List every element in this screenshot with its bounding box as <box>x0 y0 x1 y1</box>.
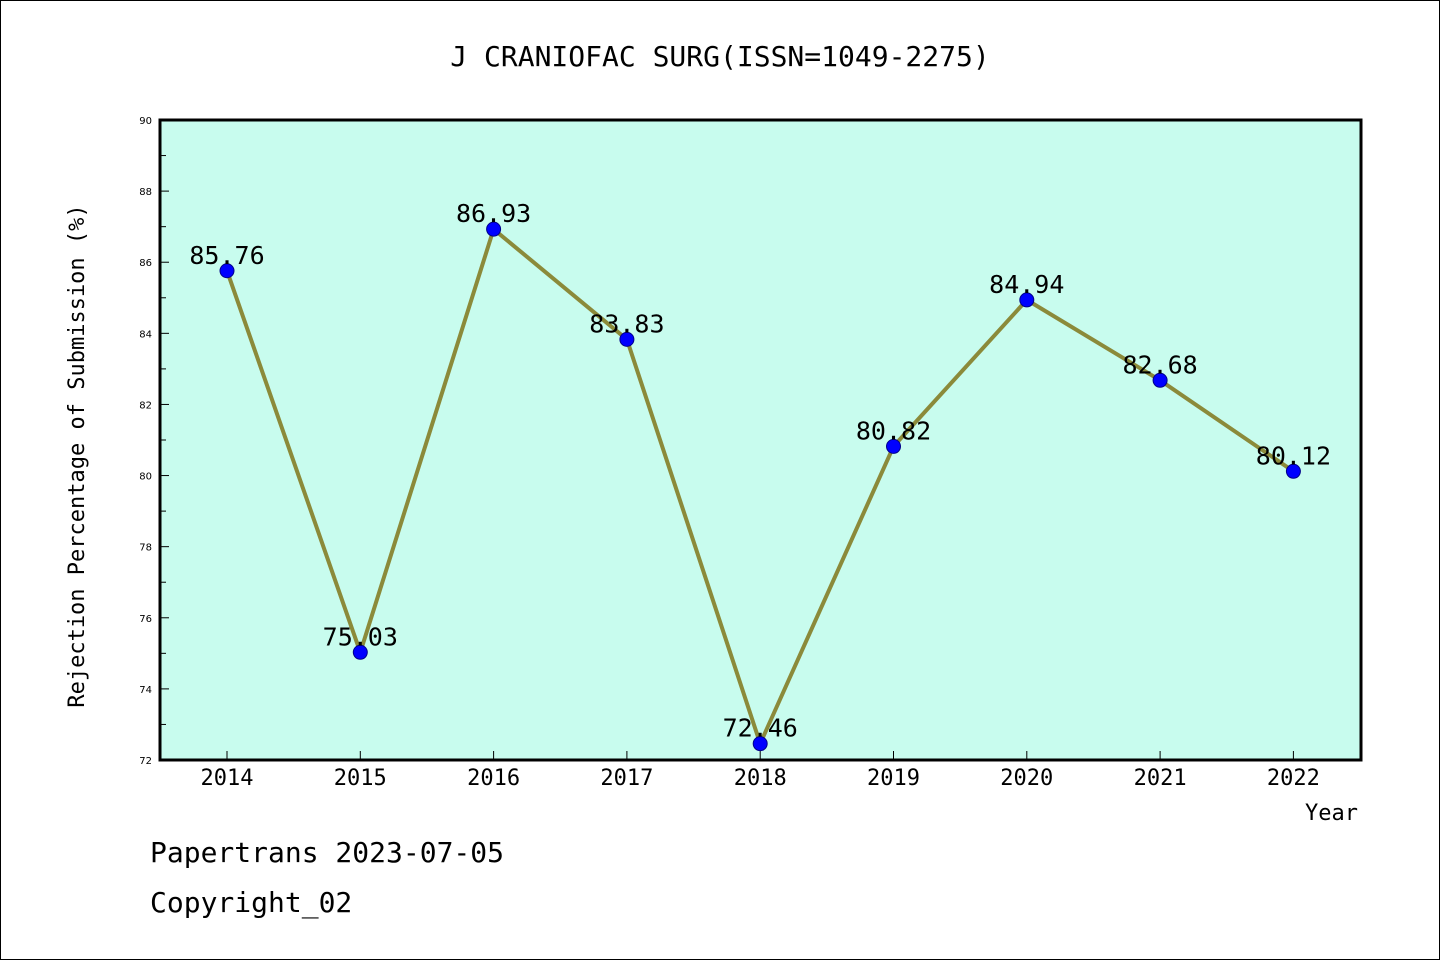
y-tick-label: 88 <box>139 187 152 198</box>
y-tick-label: 72 <box>139 756 152 767</box>
y-tick-label: 76 <box>139 614 152 625</box>
y-tick-label: 78 <box>139 543 152 554</box>
data-labels: 85.76 75.03 86.93 83.83 72.46 80.82 84.94 82.68… <box>189 199 1331 742</box>
y-tick-label: 74 <box>139 685 152 696</box>
data-point <box>752 736 768 752</box>
data-label: 80.82 <box>856 416 931 445</box>
data-label: 82.68 <box>1122 350 1197 379</box>
x-tick-label: 2015 <box>334 766 387 791</box>
data-label: 85.76 <box>189 241 264 270</box>
data-label: 80.12 <box>1256 441 1331 470</box>
x-tick-label: 2020 <box>1000 766 1053 791</box>
chart-title: J CRANIOFAC SURG(ISSN=1049-2275) <box>450 40 989 73</box>
x-tick-label: 2021 <box>1134 766 1187 791</box>
y-tick-label: 86 <box>139 258 152 269</box>
data-point <box>886 438 901 454</box>
x-tick-label: 2016 <box>467 766 520 791</box>
data-label: 83.83 <box>589 309 664 338</box>
x-tick-label: 2018 <box>734 766 787 791</box>
footer-date-text: Papertrans 2023-07-05 <box>150 836 505 869</box>
y-tick-label: 90 <box>139 116 152 127</box>
y-tick-label: 80 <box>139 472 152 483</box>
x-axis-label: Year <box>1305 801 1358 826</box>
x-axis: 2014 2015 2016 2017 2018 2019 2020 2021 2022 <box>201 751 1320 791</box>
x-tick-label: 2014 <box>201 766 254 791</box>
data-label: 86.93 <box>456 199 531 228</box>
x-tick-label: 2019 <box>867 766 920 791</box>
footer-copyright-text: Copyright_02 <box>150 886 353 919</box>
data-point <box>352 644 368 660</box>
x-tick-label: 2022 <box>1267 766 1320 791</box>
data-point <box>1152 372 1168 388</box>
data-label: 75.03 <box>323 622 398 651</box>
plot-area <box>158 118 1363 762</box>
data-point <box>1285 463 1301 479</box>
data-label: 72.46 <box>723 714 798 743</box>
y-tick-label: 84 <box>139 329 152 340</box>
data-point <box>219 263 235 279</box>
data-point <box>1019 292 1035 308</box>
y-tick-label: 82 <box>139 400 152 411</box>
data-label: 84.94 <box>989 270 1064 299</box>
x-tick-label: 2017 <box>600 766 653 791</box>
data-point <box>619 331 635 347</box>
data-markers <box>219 221 1301 752</box>
y-axis-label: Rejection Percentage of Submission (%) <box>65 204 90 707</box>
y-axis: 72 74 76 78 80 82 84 86 88 90 <box>139 116 169 767</box>
data-point <box>486 221 502 237</box>
